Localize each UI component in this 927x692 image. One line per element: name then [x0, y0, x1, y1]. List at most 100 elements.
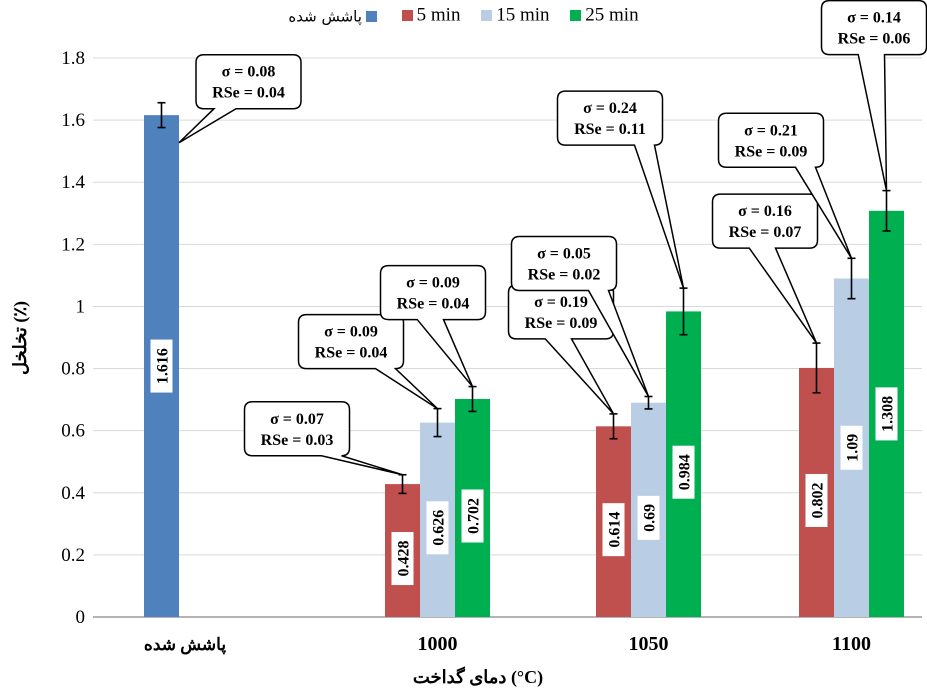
callout-bubble — [717, 112, 853, 259]
callout-sigma: σ = 0.08 — [222, 64, 276, 81]
value-label: 1.09 — [840, 425, 863, 470]
callout-rse: RSe = 0.04 — [397, 296, 470, 313]
value-label: 0.626 — [426, 501, 449, 555]
callout: σ = 0.14 RSe = 0.06 — [820, 0, 927, 191]
y-tick-label: 0.4 — [61, 483, 85, 504]
callout: σ = 0.21 RSe = 0.09 — [717, 112, 853, 259]
legend-swatch — [365, 10, 377, 22]
callout: σ = 0.08 RSe = 0.04 — [178, 53, 302, 144]
callout-rse: RSe = 0.03 — [261, 432, 334, 449]
y-tick-label: 0.6 — [61, 421, 85, 442]
callout: σ = 0.05 RSe = 0.02 — [510, 235, 650, 397]
value-label-text: 1.308 — [880, 396, 897, 432]
y-tick-label: 0.2 — [61, 545, 85, 566]
value-label-text: 0.614 — [607, 512, 624, 548]
callout-sigma: σ = 0.14 — [847, 10, 901, 27]
callout: σ = 0.24 RSe = 0.11 — [556, 90, 685, 289]
x-tick-label: 1050 — [629, 633, 669, 655]
y-tick-label: 0.8 — [61, 359, 85, 380]
gridlines — [93, 57, 922, 618]
callout-rse: RSe = 0.06 — [838, 31, 911, 48]
legend-label: 25 min — [585, 4, 639, 26]
callout-sigma: σ = 0.07 — [270, 411, 324, 428]
callout: σ = 0.07 RSe = 0.03 — [243, 401, 403, 476]
value-label-text: 1.616 — [155, 348, 172, 384]
callout-sigma: σ = 0.21 — [744, 122, 798, 139]
callout: σ = 0.09 RSe = 0.04 — [297, 313, 439, 410]
callout-sigma: σ = 0.05 — [537, 246, 591, 263]
callout-bubble — [556, 90, 685, 289]
legend-item-25min: 25 min — [566, 4, 639, 27]
value-label-box — [426, 501, 449, 555]
callout: σ = 0.19 RSe = 0.09 — [507, 284, 615, 415]
value-label-text: 0.984 — [677, 454, 694, 490]
value-label-text: 1.09 — [845, 434, 862, 462]
y-tick-label: 1 — [76, 296, 86, 317]
callout-rse: RSe = 0.11 — [574, 121, 646, 138]
value-label-text: 0.702 — [466, 498, 483, 534]
value-label: 1.308 — [875, 387, 898, 441]
bars — [144, 115, 904, 618]
value-label-box — [637, 495, 660, 540]
legend-swatch — [570, 10, 582, 22]
value-label-box — [461, 489, 484, 543]
y-tick-label: 1.8 — [61, 48, 85, 69]
value-label: 0.428 — [391, 532, 414, 586]
legend-label: 5 min — [416, 4, 461, 26]
value-label-box — [805, 473, 828, 527]
value-label: 1.616 — [150, 339, 173, 393]
value-label-box — [840, 425, 863, 470]
callout-rse: RSe = 0.09 — [525, 315, 598, 332]
callout-rse: RSe = 0.04 — [315, 345, 388, 362]
callout-rse: RSe = 0.09 — [735, 143, 808, 160]
callout-bubble — [820, 0, 927, 191]
error-bars — [157, 101, 891, 495]
value-label-box — [875, 387, 898, 441]
callout-sigma: σ = 0.09 — [324, 324, 378, 341]
legend-label: پاشش شده — [288, 7, 362, 26]
legend-item-15min: 15 min — [477, 4, 550, 27]
callout-sigma: σ = 0.19 — [534, 294, 588, 311]
callout: σ = 0.16 RSe = 0.07 — [711, 193, 819, 344]
callout-rse: RSe = 0.07 — [729, 224, 802, 241]
value-label-text: 0.626 — [431, 510, 448, 546]
value-label: 0.802 — [805, 473, 828, 527]
x-tick-label: 1100 — [832, 633, 871, 655]
x-axis-ticks: پاشش شده 1000 1050 1100 — [144, 633, 871, 655]
callout-bubble — [178, 53, 302, 144]
legend-swatch — [401, 10, 413, 22]
callout: σ = 0.09 RSe = 0.04 — [379, 264, 487, 388]
value-labels: 1.616 0.428 0.626 0.702 0.614 0.69 0.984 0.802 1… — [150, 339, 898, 586]
y-axis-ticks: 0 0.2 0.4 0.6 0.8 1 1.2 1.4 1.6 1.8 — [61, 48, 85, 628]
legend-swatch — [481, 10, 493, 22]
x-axis-title: دمای گداخت (°C) — [413, 666, 543, 688]
callout-bubble — [379, 264, 487, 388]
y-tick-label: 1.2 — [61, 234, 85, 255]
value-label-box — [391, 532, 414, 586]
value-label-text: 0.69 — [642, 504, 659, 532]
callout-rse: RSe = 0.04 — [212, 85, 285, 102]
value-label-box — [672, 445, 695, 499]
value-label: 0.702 — [461, 489, 484, 543]
legend-item-as-sprayed: پاشش شده — [288, 5, 381, 27]
callout-bubble — [243, 401, 403, 476]
legend: پاشش شده 5 min 15 min 25 min — [0, 4, 927, 27]
value-label-text: 0.802 — [810, 482, 827, 518]
callout-sigma: σ = 0.24 — [583, 100, 637, 117]
y-axis-title: تخلخل (٪) — [10, 301, 31, 375]
y-tick-label: 1.6 — [61, 110, 85, 131]
value-label: 0.984 — [672, 445, 695, 499]
callout-sigma: σ = 0.16 — [738, 203, 792, 220]
callout-bubble — [510, 235, 650, 397]
x-tick-label: پاشش شده — [144, 635, 226, 655]
x-tick-label: 1000 — [418, 633, 458, 655]
value-label-box — [602, 503, 625, 557]
callout-rse: RSe = 0.02 — [528, 267, 601, 284]
value-label: 0.69 — [637, 495, 660, 540]
value-label-text: 0.428 — [396, 541, 413, 577]
legend-label: 15 min — [496, 4, 550, 26]
y-tick-label: 0 — [76, 607, 86, 628]
value-label-box — [150, 339, 173, 393]
legend-item-5min: 5 min — [398, 4, 461, 27]
